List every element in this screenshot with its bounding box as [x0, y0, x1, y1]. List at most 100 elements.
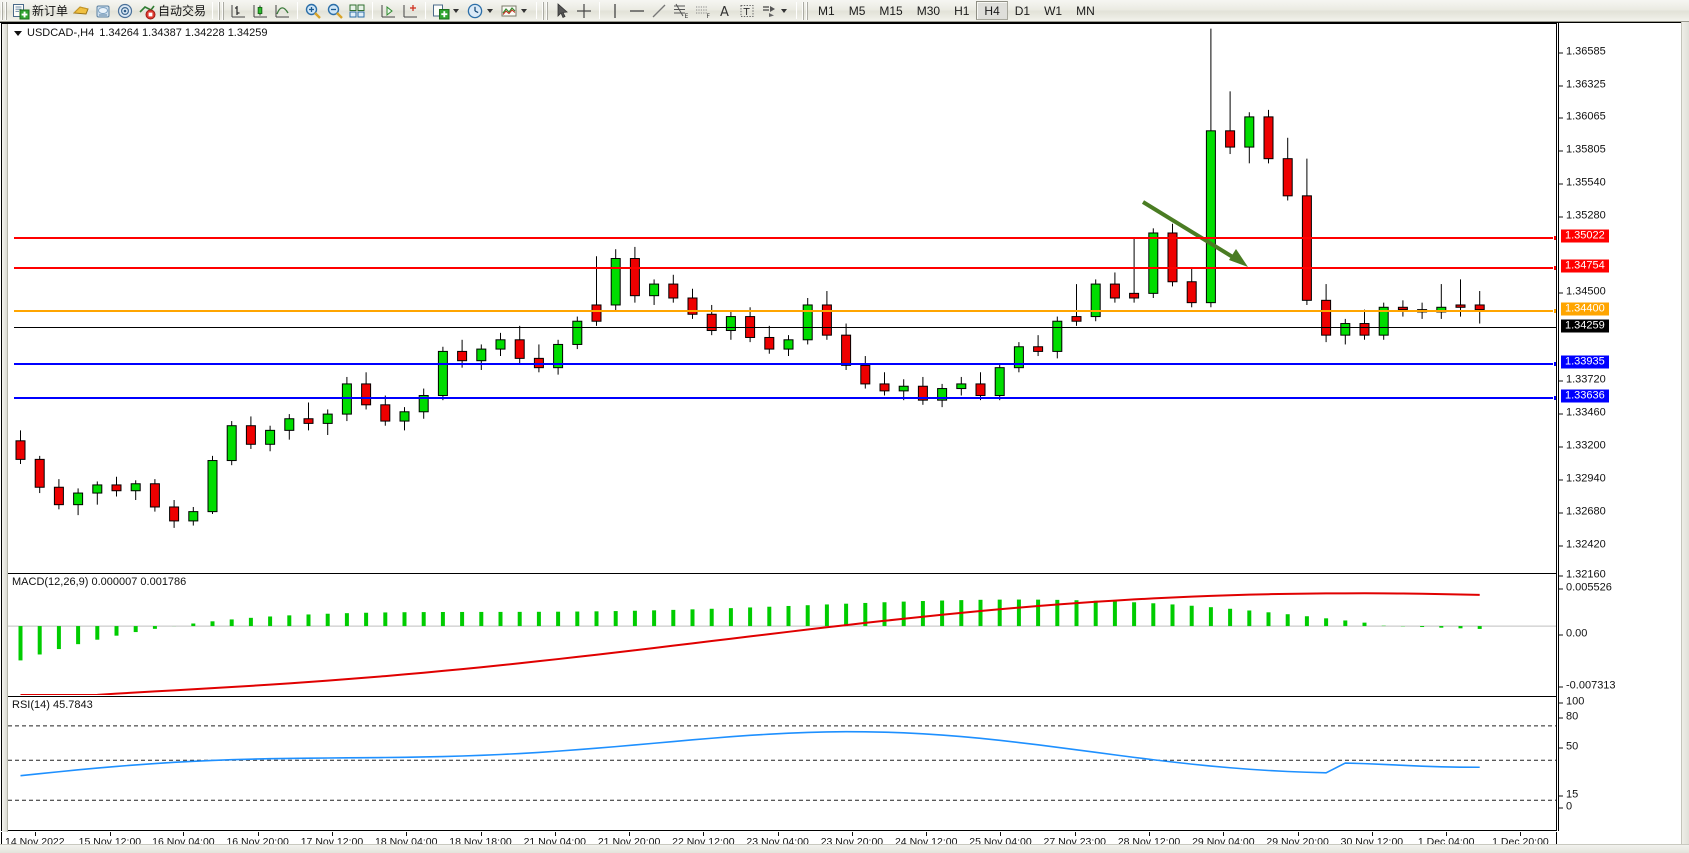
symbol-info: USDCAD-,H4 1.34264 1.34387 1.34228 1.342…: [14, 27, 267, 39]
chart-shift-button[interactable]: [399, 1, 421, 21]
rsi-tick: 0: [1559, 801, 1572, 813]
cloud-icon: [94, 2, 112, 20]
horizontal-line-button[interactable]: [626, 1, 648, 21]
tile-windows-button[interactable]: [346, 1, 368, 21]
cloud-button[interactable]: [92, 1, 114, 21]
price-tick: 1.36065: [1559, 111, 1606, 123]
rsi-tick: 50: [1559, 741, 1578, 753]
crosshair-button[interactable]: [573, 1, 595, 21]
auto-trading-button[interactable]: 自动交易: [136, 1, 208, 21]
timeframe-m30[interactable]: M30: [916, 3, 941, 18]
period-chevron-down-icon[interactable]: [487, 8, 494, 13]
price-tick: 1.36325: [1559, 79, 1606, 91]
timeframe-h4[interactable]: H4: [976, 1, 1008, 20]
indicators-button[interactable]: [70, 1, 92, 21]
rsi-series: [8, 725, 1556, 801]
signals-button[interactable]: [114, 1, 136, 21]
level-line-stroke: [14, 237, 1556, 239]
timeframe-grip[interactable]: [802, 1, 810, 20]
draw-objects-icon: [760, 2, 778, 20]
toolbar-divider-4: [425, 2, 427, 19]
toolbar-divider: [212, 2, 214, 19]
price-tick: 1.32940: [1559, 473, 1606, 485]
templates-icon: [500, 2, 518, 20]
indicator-list-chevron-down-icon[interactable]: [453, 8, 460, 13]
price-badge-resistance-2[interactable]: 1.35022: [1561, 229, 1609, 243]
price-tick: 1.32420: [1559, 539, 1606, 551]
draw-tools-grip[interactable]: [542, 1, 550, 20]
rsi-tick: 100: [1559, 696, 1584, 708]
toolbar-divider-3: [372, 2, 374, 19]
price-badge-current-price[interactable]: 1.34259: [1561, 319, 1609, 333]
auto-trading-icon: [138, 2, 156, 20]
fibonacci-fan-button[interactable]: F: [692, 1, 714, 21]
main-toolbar: 新订单: [0, 0, 1689, 22]
text-label-button[interactable]: T: [736, 1, 758, 21]
price-axis[interactable]: 1.36585 1.36325 1.36065 1.35805 1.35540 1.352…: [1558, 23, 1689, 831]
macd-pane[interactable]: MACD(12,26,9) 0.000007 0.001786: [8, 573, 1556, 695]
price-tick: 1.35540: [1559, 177, 1606, 189]
draw-objects-button[interactable]: [758, 1, 792, 21]
fibonacci-button[interactable]: E: [670, 1, 692, 21]
timeframe-h1[interactable]: H1: [954, 3, 970, 18]
fibonacci-fan-icon: F: [694, 2, 712, 20]
bar-chart-button[interactable]: [227, 1, 249, 21]
chart-menu-triangle-icon[interactable]: [14, 30, 22, 36]
timeframe-w1[interactable]: W1: [1044, 3, 1063, 18]
templates-chevron-down-icon[interactable]: [521, 8, 528, 13]
zoom-in-button[interactable]: [302, 1, 324, 21]
new-order-button[interactable]: 新订单: [10, 1, 70, 21]
chart-shift-icon: [401, 2, 419, 20]
candlestick-series: [15, 28, 1485, 528]
timeframe-d1[interactable]: D1: [1014, 3, 1031, 18]
time-tick-mark: [257, 832, 259, 836]
price-badge-resistance-1[interactable]: 1.34754: [1561, 259, 1609, 273]
window-right-rail[interactable]: [1681, 22, 1689, 853]
trendline-button[interactable]: [648, 1, 670, 21]
level-line-stroke: [14, 327, 1556, 328]
level-drag-handle[interactable]: [1553, 265, 1556, 271]
chart-left-rail[interactable]: [2, 24, 8, 832]
price-tick: 1.32680: [1559, 506, 1606, 518]
chart-tools-grip[interactable]: [218, 1, 226, 20]
time-tick-mark: [1371, 832, 1373, 836]
price-badge-pivot[interactable]: 1.34400: [1561, 302, 1609, 316]
price-pane[interactable]: USDCAD-,H4 1.34264 1.34387 1.34228 1.342…: [8, 24, 1556, 572]
macd-series: [8, 592, 1556, 695]
indicators-icon: [72, 2, 90, 20]
time-tick-mark: [1520, 832, 1522, 836]
cursor-button[interactable]: [551, 1, 573, 21]
candlestick-chart-button[interactable]: [249, 1, 271, 21]
line-chart-button[interactable]: [271, 1, 293, 21]
zoom-out-button[interactable]: [324, 1, 346, 21]
svg-text:A: A: [720, 5, 729, 20]
price-tick: 1.35805: [1559, 144, 1606, 156]
vertical-line-button[interactable]: [604, 1, 626, 21]
price-badge-support-2[interactable]: 1.33636: [1561, 389, 1609, 403]
timeframe-m15[interactable]: M15: [879, 3, 903, 18]
timeframe-m5[interactable]: M5: [848, 3, 866, 18]
period-button[interactable]: [464, 1, 498, 21]
status-strip: [0, 844, 1689, 853]
data-window-button[interactable]: [377, 1, 399, 21]
auto-trading-label: 自动交易: [158, 4, 207, 18]
draw-objects-chevron-down-icon[interactable]: [781, 8, 788, 13]
text-button[interactable]: A: [714, 1, 736, 21]
rsi-pane[interactable]: RSI(14) 45.7843: [8, 696, 1556, 830]
toolbar-grip[interactable]: [1, 1, 8, 20]
indicator-list-button[interactable]: [430, 1, 464, 21]
level-drag-handle[interactable]: [1553, 308, 1556, 314]
level-drag-handle[interactable]: [1553, 395, 1556, 401]
rsi-tick: 80: [1559, 711, 1578, 723]
svg-text:F: F: [707, 13, 711, 20]
cursor-icon: [553, 2, 571, 20]
level-drag-handle[interactable]: [1553, 235, 1556, 241]
price-badge-support-1[interactable]: 1.33935: [1561, 355, 1609, 369]
timeframe-mn[interactable]: MN: [1076, 3, 1095, 18]
level-drag-handle[interactable]: [1553, 361, 1556, 367]
level-line-stroke: [14, 310, 1556, 312]
templates-button[interactable]: [498, 1, 532, 21]
toolbar-divider-7: [796, 2, 798, 19]
time-tick-mark: [183, 832, 185, 836]
timeframe-m1[interactable]: M1: [818, 3, 835, 18]
